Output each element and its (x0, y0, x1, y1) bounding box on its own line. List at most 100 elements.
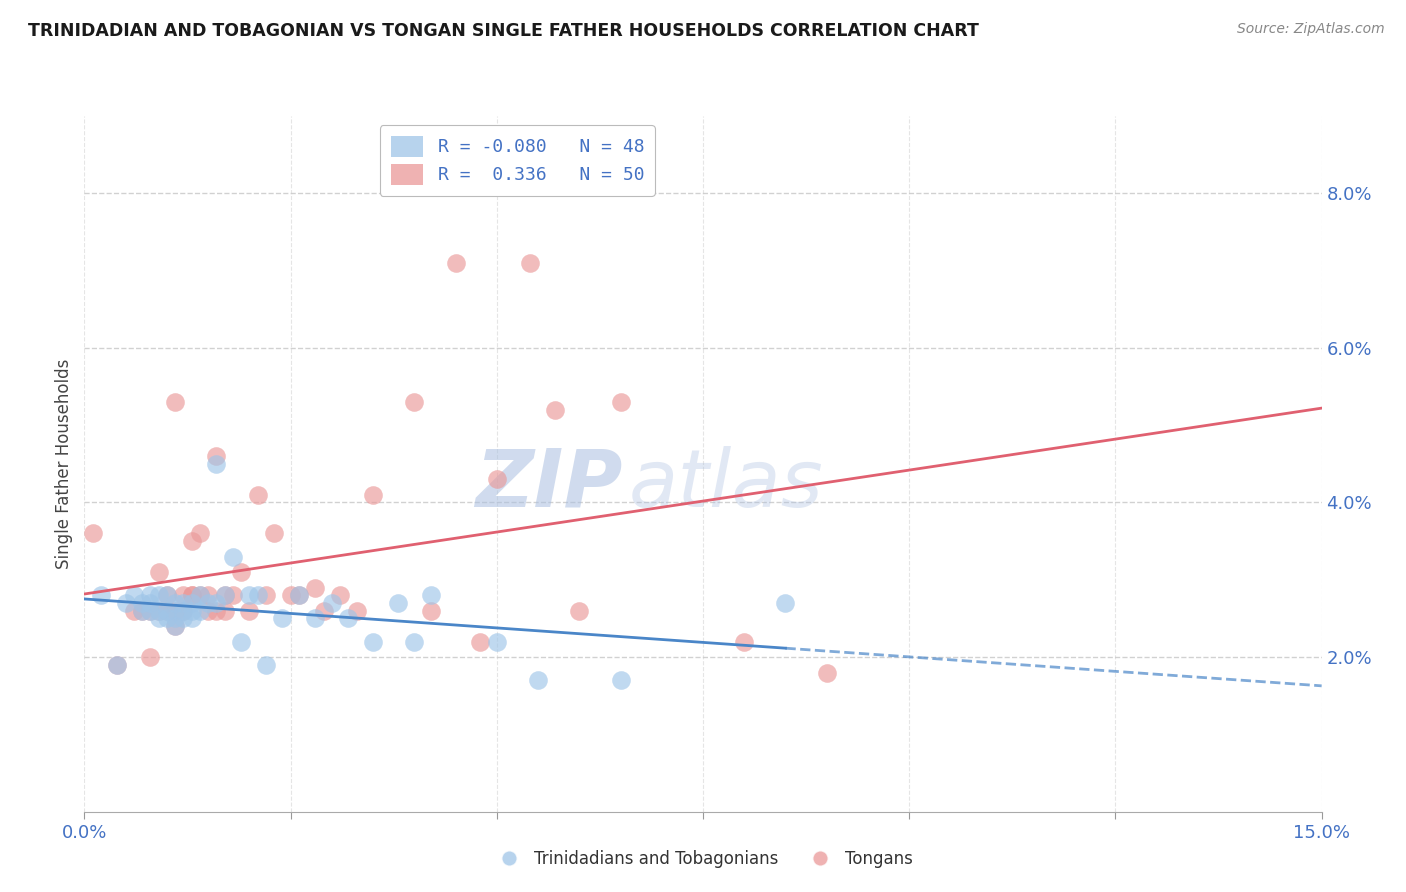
Point (188, 588, 211, 602)
Point (205, 596, 228, 610)
Point (156, 604, 179, 618)
Point (815, 665, 838, 680)
Point (131, 604, 153, 618)
Point (361, 488, 384, 502)
Point (122, 604, 145, 618)
Point (156, 588, 179, 602)
Point (188, 604, 211, 618)
Point (222, 549, 245, 564)
Point (139, 588, 162, 602)
Point (214, 588, 236, 602)
Point (304, 581, 326, 595)
Point (148, 611, 170, 625)
Point (263, 526, 285, 541)
Point (156, 604, 179, 618)
Point (346, 604, 368, 618)
Point (485, 634, 508, 648)
Point (172, 588, 194, 602)
Point (139, 650, 162, 665)
Point (90, 588, 112, 602)
Point (180, 611, 202, 625)
Point (165, 604, 187, 618)
Point (254, 657, 277, 672)
Point (329, 588, 352, 602)
Point (485, 472, 508, 486)
Point (321, 596, 343, 610)
Point (214, 604, 236, 618)
Point (148, 604, 170, 618)
Point (419, 604, 441, 618)
Point (205, 604, 228, 618)
Point (139, 604, 162, 618)
Point (105, 657, 128, 672)
Point (543, 402, 565, 417)
Point (156, 611, 179, 625)
Point (527, 673, 550, 688)
Text: ZIP: ZIP (475, 446, 623, 524)
Point (246, 588, 269, 602)
Point (180, 604, 202, 618)
Point (304, 611, 326, 625)
Point (404, 395, 426, 409)
Point (609, 673, 631, 688)
Point (148, 604, 170, 618)
Y-axis label: Single Father Households: Single Father Households (55, 359, 73, 569)
Point (229, 634, 252, 648)
Point (470, 634, 492, 648)
Point (254, 588, 277, 602)
Point (148, 565, 170, 579)
Point (312, 604, 335, 618)
Point (197, 588, 219, 602)
Point (139, 604, 162, 618)
Point (131, 604, 153, 618)
Point (205, 449, 228, 463)
Point (280, 588, 302, 602)
Point (180, 534, 202, 549)
Point (188, 526, 211, 541)
Point (172, 611, 194, 625)
Point (165, 596, 187, 610)
Point (238, 604, 260, 618)
Point (139, 596, 162, 610)
Point (568, 604, 591, 618)
Point (148, 588, 170, 602)
Point (156, 588, 179, 602)
Point (229, 565, 252, 579)
Point (172, 596, 194, 610)
Point (82, 526, 104, 541)
Point (361, 634, 384, 648)
Point (222, 588, 245, 602)
Point (172, 604, 194, 618)
Point (246, 488, 269, 502)
Point (105, 657, 128, 672)
Legend: R = -0.080   N = 48, R =  0.336   N = 50: R = -0.080 N = 48, R = 0.336 N = 50 (380, 125, 655, 195)
Point (775, 596, 797, 610)
Point (197, 596, 219, 610)
Point (131, 596, 153, 610)
Point (122, 588, 145, 602)
Point (180, 588, 202, 602)
Point (165, 619, 187, 633)
Point (165, 619, 187, 633)
Point (205, 457, 228, 471)
Point (114, 596, 136, 610)
Point (271, 611, 294, 625)
Text: atlas: atlas (628, 446, 824, 524)
Point (197, 604, 219, 618)
Point (387, 596, 409, 610)
Point (288, 588, 311, 602)
Point (238, 588, 260, 602)
Point (337, 611, 360, 625)
Point (180, 588, 202, 602)
Point (404, 634, 426, 648)
Point (180, 596, 202, 610)
Point (609, 395, 631, 409)
Point (165, 611, 187, 625)
Point (444, 256, 467, 270)
Text: TRINIDADIAN AND TOBAGONIAN VS TONGAN SINGLE FATHER HOUSEHOLDS CORRELATION CHART: TRINIDADIAN AND TOBAGONIAN VS TONGAN SIN… (28, 22, 979, 40)
Point (188, 588, 211, 602)
Legend: Trinidadians and Tobagonians, Tongans: Trinidadians and Tobagonians, Tongans (486, 844, 920, 875)
Point (519, 256, 541, 270)
Point (733, 634, 755, 648)
Point (419, 588, 441, 602)
